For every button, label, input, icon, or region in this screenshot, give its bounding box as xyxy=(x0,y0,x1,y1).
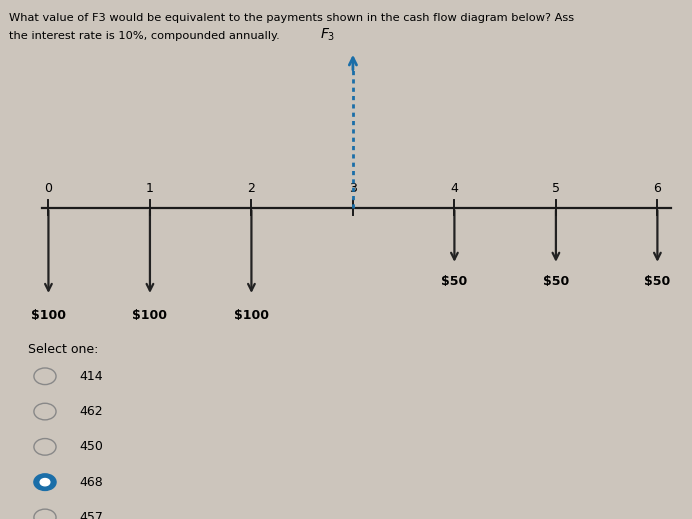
Text: 414: 414 xyxy=(80,370,103,383)
Text: $100: $100 xyxy=(31,309,66,322)
Text: $50: $50 xyxy=(441,275,468,288)
Text: 462: 462 xyxy=(80,405,103,418)
Text: $50: $50 xyxy=(644,275,671,288)
Circle shape xyxy=(34,474,56,490)
Text: $100: $100 xyxy=(234,309,269,322)
Text: 450: 450 xyxy=(80,440,104,454)
Text: 457: 457 xyxy=(80,511,104,519)
Text: 2: 2 xyxy=(248,182,255,195)
Text: 0: 0 xyxy=(44,182,53,195)
Text: the interest rate is 10%, compounded annually.: the interest rate is 10%, compounded ann… xyxy=(9,31,280,41)
Text: 4: 4 xyxy=(450,182,458,195)
Text: 468: 468 xyxy=(80,475,103,489)
Text: 5: 5 xyxy=(552,182,560,195)
Text: Select one:: Select one: xyxy=(28,343,98,356)
Text: $F_3$: $F_3$ xyxy=(320,26,336,43)
Text: $100: $100 xyxy=(132,309,167,322)
Circle shape xyxy=(40,479,50,486)
Text: 6: 6 xyxy=(653,182,662,195)
Text: What value of F3 would be equivalent to the payments shown in the cash flow diag: What value of F3 would be equivalent to … xyxy=(9,13,574,23)
Text: $50: $50 xyxy=(543,275,569,288)
Text: 1: 1 xyxy=(146,182,154,195)
Text: 3: 3 xyxy=(349,182,357,195)
